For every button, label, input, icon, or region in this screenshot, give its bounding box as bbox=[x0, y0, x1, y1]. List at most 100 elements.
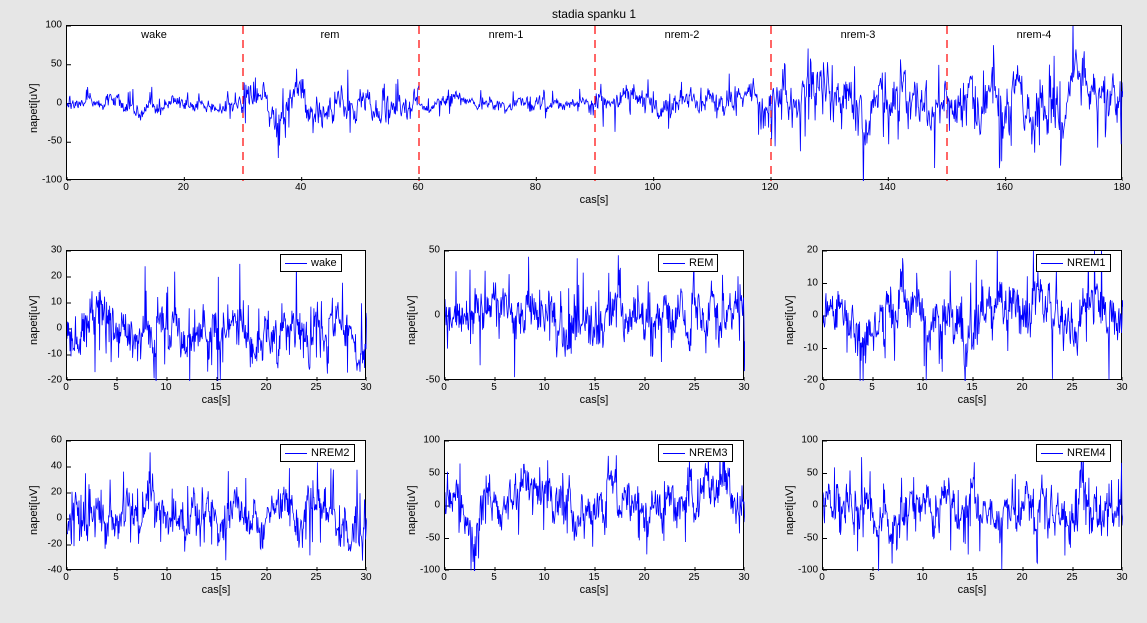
eeg-trace bbox=[445, 452, 745, 571]
x-axis-label: cas[s] bbox=[444, 394, 744, 406]
x-tick-label: 15 bbox=[210, 572, 221, 583]
y-tick-label: 50 bbox=[792, 467, 818, 478]
y-tick-label: 0 bbox=[414, 310, 440, 321]
legend-swatch bbox=[1041, 453, 1063, 454]
eeg-trace bbox=[771, 49, 947, 182]
x-tick-label: 20 bbox=[178, 182, 189, 193]
x-tick-label: 30 bbox=[360, 572, 371, 583]
stage-label: wake bbox=[141, 29, 167, 41]
x-tick-label: 180 bbox=[1114, 182, 1131, 193]
x-tick-label: 10 bbox=[916, 382, 927, 393]
y-tick-label: -100 bbox=[36, 175, 62, 186]
y-tick-label: -20 bbox=[792, 375, 818, 386]
x-tick-label: 20 bbox=[1016, 572, 1027, 583]
y-tick-label: -10 bbox=[36, 349, 62, 360]
x-tick-label: 25 bbox=[310, 382, 321, 393]
y-tick-label: -10 bbox=[792, 342, 818, 353]
legend-label: NREM3 bbox=[689, 447, 728, 459]
legend-label: NREM1 bbox=[1067, 257, 1106, 269]
x-tick-label: 25 bbox=[688, 382, 699, 393]
y-tick-label: 100 bbox=[792, 435, 818, 446]
eeg-trace bbox=[67, 257, 367, 381]
y-tick-label: 50 bbox=[414, 245, 440, 256]
y-tick-label: 40 bbox=[36, 461, 62, 472]
legend-swatch bbox=[285, 453, 307, 454]
y-tick-label: 0 bbox=[36, 323, 62, 334]
legend: wake bbox=[280, 254, 342, 272]
stage-label: nrem-3 bbox=[841, 29, 876, 41]
x-tick-label: 30 bbox=[1116, 382, 1127, 393]
y-tick-label: 20 bbox=[792, 245, 818, 256]
legend-swatch bbox=[285, 263, 307, 264]
legend: NREM4 bbox=[1036, 444, 1111, 462]
x-tick-label: 20 bbox=[638, 382, 649, 393]
legend-label: NREM4 bbox=[1067, 447, 1106, 459]
x-tick-label: 100 bbox=[644, 182, 661, 193]
x-tick-label: 20 bbox=[260, 382, 271, 393]
y-tick-label: -50 bbox=[36, 136, 62, 147]
x-tick-label: 20 bbox=[260, 572, 271, 583]
x-tick-label: 160 bbox=[996, 182, 1013, 193]
x-tick-label: 5 bbox=[869, 382, 875, 393]
x-tick-label: 0 bbox=[63, 182, 69, 193]
eeg-trace bbox=[243, 69, 419, 158]
x-tick-label: 60 bbox=[412, 182, 423, 193]
x-tick-label: 20 bbox=[638, 572, 649, 583]
y-tick-label: 50 bbox=[36, 58, 62, 69]
legend: NREM3 bbox=[658, 444, 733, 462]
top-hypnogram-panel bbox=[66, 25, 1122, 180]
y-tick-label: 10 bbox=[36, 297, 62, 308]
y-tick-label: 0 bbox=[792, 310, 818, 321]
legend: REM bbox=[658, 254, 718, 272]
y-tick-label: -50 bbox=[792, 532, 818, 543]
x-tick-label: 30 bbox=[738, 572, 749, 583]
x-tick-label: 30 bbox=[738, 382, 749, 393]
x-tick-label: 0 bbox=[63, 382, 69, 393]
x-tick-label: 15 bbox=[210, 382, 221, 393]
x-tick-label: 15 bbox=[588, 572, 599, 583]
y-tick-label: 10 bbox=[792, 277, 818, 288]
legend-swatch bbox=[663, 453, 685, 454]
y-tick-label: 60 bbox=[36, 435, 62, 446]
x-tick-label: 40 bbox=[295, 182, 306, 193]
x-tick-label: 0 bbox=[441, 572, 447, 583]
y-tick-label: -50 bbox=[414, 375, 440, 386]
y-tick-label: -20 bbox=[36, 539, 62, 550]
y-tick-label: -100 bbox=[792, 565, 818, 576]
x-tick-label: 10 bbox=[538, 382, 549, 393]
x-tick-label: 15 bbox=[966, 572, 977, 583]
x-tick-label: 25 bbox=[688, 572, 699, 583]
stage-label: rem bbox=[321, 29, 340, 41]
legend-label: REM bbox=[689, 257, 713, 269]
x-tick-label: 0 bbox=[819, 572, 825, 583]
legend-swatch bbox=[663, 263, 685, 264]
x-tick-label: 5 bbox=[113, 572, 119, 583]
plot-area bbox=[67, 26, 1123, 181]
x-axis-label: cas[s] bbox=[66, 584, 366, 596]
y-tick-label: -100 bbox=[414, 565, 440, 576]
eeg-trace bbox=[823, 445, 1123, 571]
eeg-trace bbox=[947, 26, 1123, 168]
x-tick-label: 15 bbox=[588, 382, 599, 393]
y-tick-label: 100 bbox=[414, 435, 440, 446]
y-tick-label: -50 bbox=[414, 532, 440, 543]
x-tick-label: 120 bbox=[762, 182, 779, 193]
x-axis-label: cas[s] bbox=[66, 394, 366, 406]
x-tick-label: 30 bbox=[360, 382, 371, 393]
x-tick-label: 10 bbox=[160, 382, 171, 393]
y-tick-label: 100 bbox=[36, 20, 62, 31]
stage-label: nrem-1 bbox=[489, 29, 524, 41]
legend-label: NREM2 bbox=[311, 447, 350, 459]
x-tick-label: 25 bbox=[1066, 572, 1077, 583]
x-tick-label: 0 bbox=[441, 382, 447, 393]
x-axis-label: cas[s] bbox=[822, 394, 1122, 406]
x-axis-label: cas[s] bbox=[444, 584, 744, 596]
x-tick-label: 80 bbox=[530, 182, 541, 193]
eeg-trace bbox=[67, 452, 367, 560]
eeg-trace bbox=[595, 74, 771, 135]
x-tick-label: 0 bbox=[63, 572, 69, 583]
y-tick-label: 30 bbox=[36, 245, 62, 256]
x-tick-label: 10 bbox=[160, 572, 171, 583]
eeg-trace bbox=[67, 87, 243, 121]
eeg-trace bbox=[419, 89, 595, 119]
